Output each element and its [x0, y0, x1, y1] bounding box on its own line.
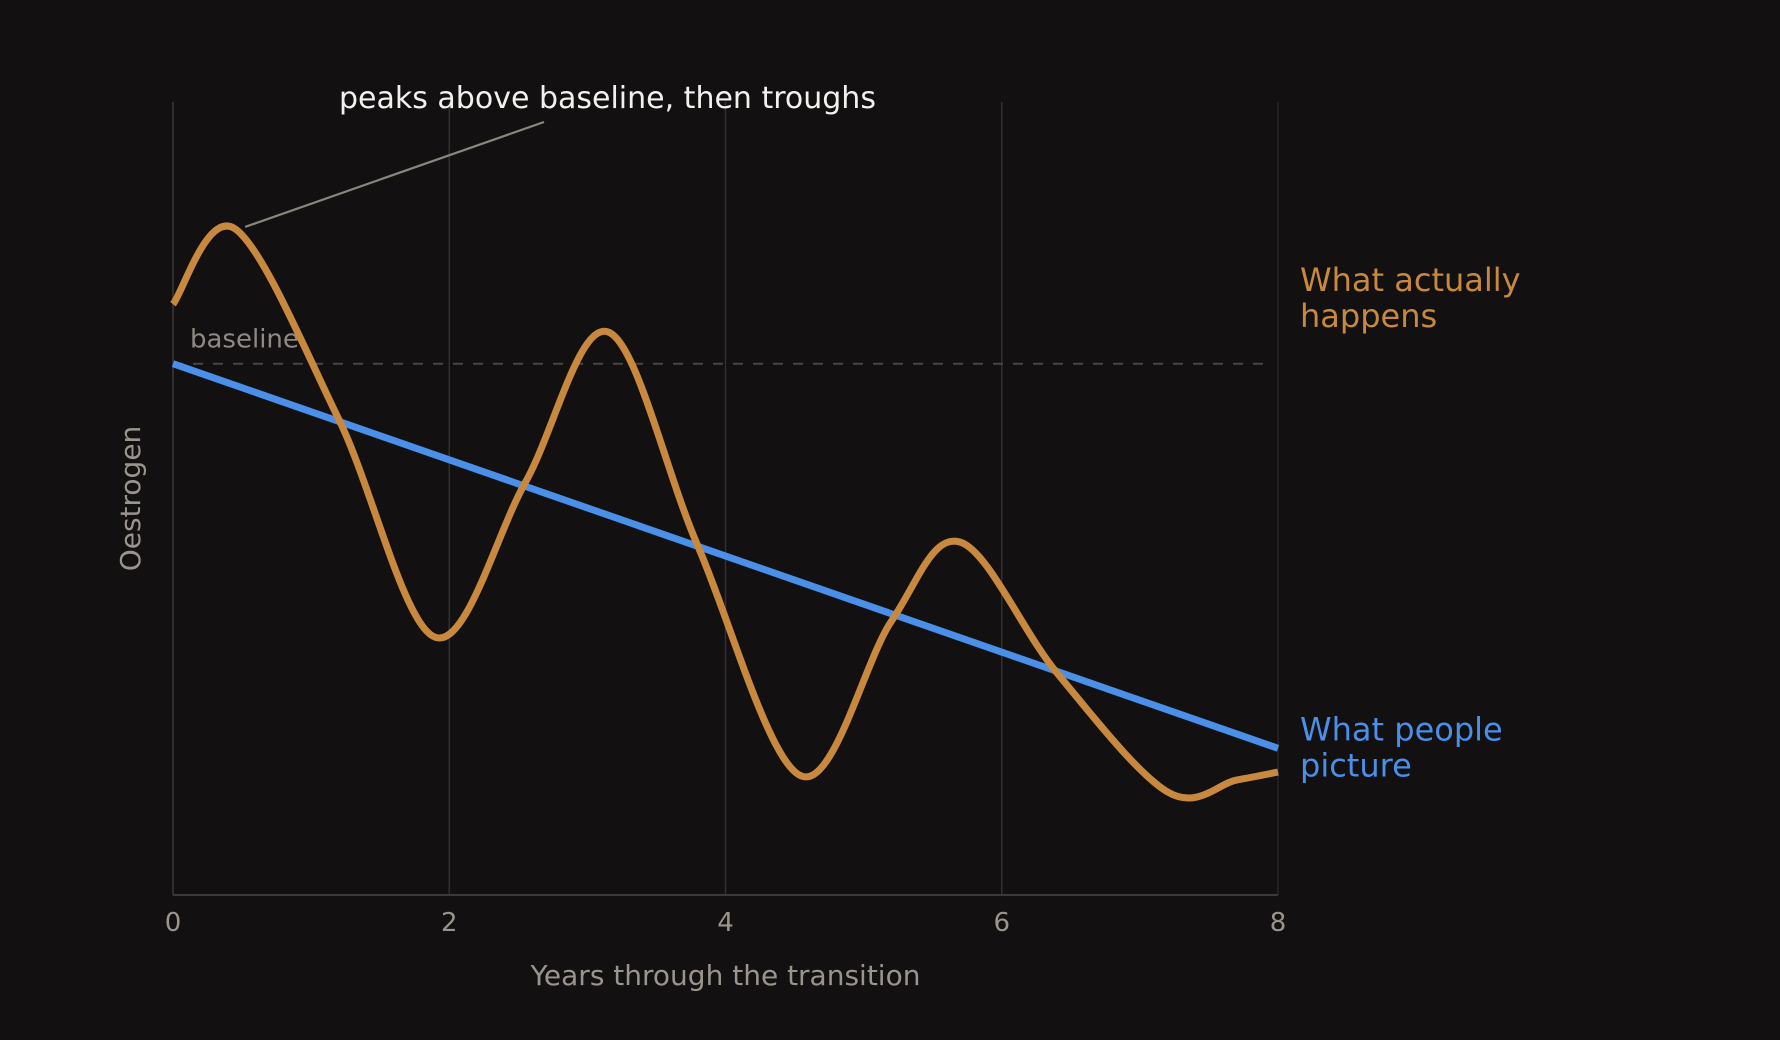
annotation-leader-line: [244, 120, 545, 228]
x-tick-label: 8: [1270, 908, 1287, 938]
baseline-label: baseline: [190, 325, 299, 355]
baseline-layer: baseline: [173, 325, 1268, 365]
x-axis-title: Years through the transition: [530, 959, 921, 992]
series-label-line: What people: [1300, 710, 1503, 748]
x-tick-label: 6: [993, 908, 1010, 938]
people-picture-line: [171, 360, 1280, 752]
actual-happens-line: [170, 222, 1279, 802]
series-layer: [170, 222, 1280, 802]
series-label-line: happens: [1300, 297, 1437, 335]
series-label-actual-happens: What actually happens: [1300, 261, 1521, 335]
annotation-layer: peaks above baseline, then troughs: [244, 81, 876, 228]
series-label-line: picture: [1300, 746, 1412, 784]
series-label-line: What actually: [1300, 261, 1521, 299]
axis-layer: 0 2 4 6 8 Oestrogen Years through the transiti…: [114, 426, 1286, 992]
y-axis-title: Oestrogen: [114, 426, 147, 572]
x-tick-label: 0: [165, 908, 182, 938]
series-label-people-picture: What people picture: [1300, 710, 1503, 784]
grid-layer: [172, 102, 1279, 895]
annotation-text: peaks above baseline, then troughs: [339, 81, 876, 116]
x-tick-label: 2: [441, 908, 458, 938]
x-tick-label: 4: [717, 908, 734, 938]
label-layer: What people picture What actually happens: [1300, 261, 1521, 784]
